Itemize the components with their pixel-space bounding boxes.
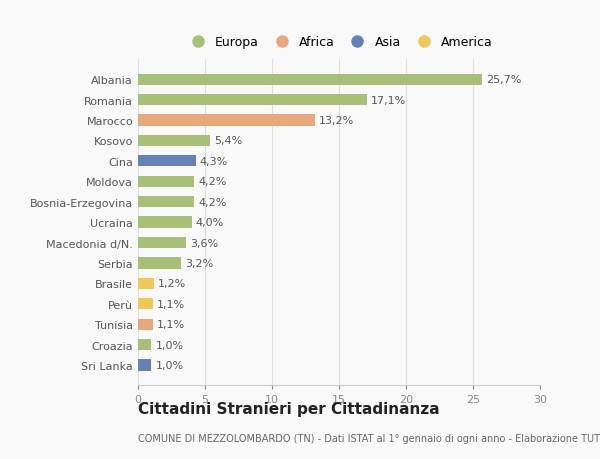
Text: 1,1%: 1,1% [157,299,185,309]
Text: 4,2%: 4,2% [198,197,227,207]
Bar [138,74,482,86]
Text: 1,1%: 1,1% [157,319,185,330]
Text: COMUNE DI MEZZOLOMBARDO (TN) - Dati ISTAT al 1° gennaio di ogni anno - Elaborazi: COMUNE DI MEZZOLOMBARDO (TN) - Dati ISTA… [138,433,600,442]
Bar [138,237,186,249]
Bar [138,196,194,208]
Text: 1,2%: 1,2% [158,279,187,289]
Text: 3,6%: 3,6% [190,238,218,248]
Text: 4,2%: 4,2% [198,177,227,187]
Bar [138,319,153,330]
Text: 1,0%: 1,0% [155,340,184,350]
Text: 25,7%: 25,7% [487,75,522,85]
Text: 17,1%: 17,1% [371,95,406,106]
Bar [138,217,191,228]
Bar [138,278,154,289]
Text: 4,0%: 4,0% [196,218,224,228]
Bar [138,258,181,269]
Text: 5,4%: 5,4% [214,136,242,146]
Bar [138,156,196,167]
Bar [138,95,367,106]
Text: 4,3%: 4,3% [200,157,228,167]
Text: 3,2%: 3,2% [185,258,213,269]
Bar [138,176,194,187]
Bar [138,115,315,126]
Legend: Europa, Africa, Asia, America: Europa, Africa, Asia, America [182,34,496,51]
Text: 1,0%: 1,0% [155,360,184,370]
Bar [138,359,151,371]
Text: Cittadini Stranieri per Cittadinanza: Cittadini Stranieri per Cittadinanza [138,401,440,416]
Bar [138,135,211,147]
Bar [138,298,153,310]
Text: 13,2%: 13,2% [319,116,354,126]
Bar [138,339,151,350]
